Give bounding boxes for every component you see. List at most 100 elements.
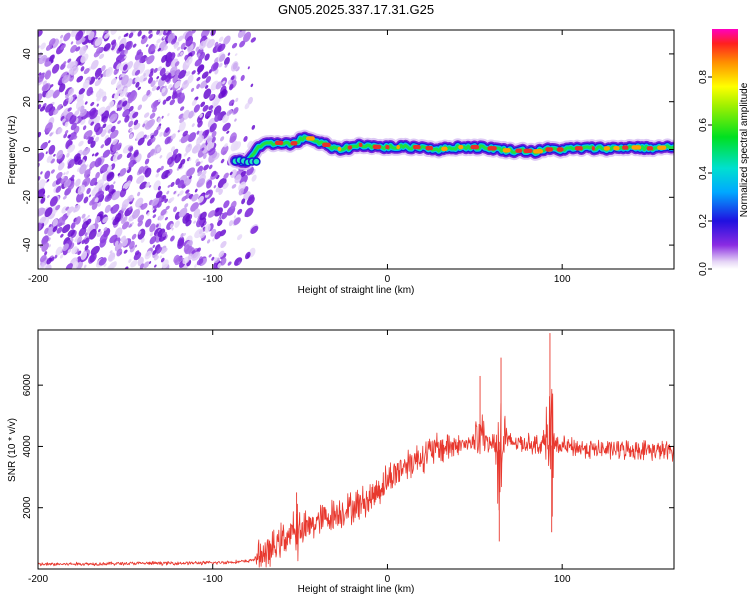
noise-blob: [67, 87, 75, 96]
noise-blob: [76, 192, 84, 203]
noise-blob: [177, 35, 184, 42]
noise-blob: [187, 132, 197, 143]
noise-blob: [61, 224, 71, 234]
snr-y-tick-label: 4000: [22, 435, 33, 458]
colorbar: 0.0 0.2 0.4 0.6 0.8 Normalized spectral ampl…: [698, 29, 750, 276]
noise-blob: [137, 104, 143, 111]
noise-blob: [230, 61, 239, 72]
noise-blob: [178, 207, 188, 218]
noise-blob: [131, 208, 141, 219]
noise-blob: [238, 261, 241, 265]
noise-blob: [180, 51, 184, 56]
noise-blob: [89, 252, 97, 263]
noise-blob: [174, 220, 180, 228]
noise-blob: [48, 140, 51, 144]
noise-blob: [226, 109, 233, 116]
noise-blob: [185, 189, 190, 194]
noise-blob: [143, 112, 150, 118]
noise-blob: [144, 250, 152, 260]
ridge-hotspot: [523, 148, 533, 154]
noise-blob: [141, 94, 149, 102]
noise-blob: [199, 40, 206, 50]
noise-blob: [150, 80, 156, 87]
noise-blob: [195, 139, 201, 145]
noise-blob: [62, 61, 67, 66]
noise-blob: [128, 120, 134, 128]
heatmap-x-tick-label: 0: [385, 274, 391, 285]
noise-blob: [205, 76, 212, 83]
noise-blob: [170, 181, 175, 187]
noise-blob: [98, 91, 104, 97]
noise-blob: [198, 195, 204, 203]
snr-x-tick-label: -100: [203, 574, 223, 585]
noise-blob: [128, 159, 136, 168]
noise-blob: [247, 66, 250, 70]
noise-blob: [96, 230, 102, 238]
noise-blob: [81, 213, 86, 219]
noise-blob: [82, 79, 90, 90]
noise-blob: [196, 130, 200, 135]
noise-blob: [61, 176, 65, 179]
noise-blob: [83, 135, 87, 140]
noise-blob: [237, 208, 243, 215]
noise-blob: [231, 103, 234, 106]
noise-blob: [88, 136, 91, 140]
noise-blob: [202, 153, 207, 159]
noise-blob: [224, 57, 230, 66]
noise-blob: [145, 181, 151, 188]
noise-blob: [211, 136, 216, 143]
ridge-start-dot: [252, 157, 261, 166]
noise-blob: [126, 152, 132, 159]
noise-blob: [218, 36, 224, 42]
noise-blob: [213, 257, 218, 262]
noise-blob: [217, 219, 223, 227]
noise-blob: [98, 53, 105, 59]
snr-x-tick-label: 100: [554, 574, 571, 585]
noise-blob: [98, 257, 107, 266]
ridge-hotspot: [425, 145, 434, 151]
noise-blob: [167, 172, 171, 176]
colorbar-tick-label: 0.8: [698, 70, 709, 84]
noise-blob: [40, 141, 49, 150]
noise-blob: [95, 46, 102, 55]
noise-blob: [193, 220, 197, 224]
noise-blob: [191, 251, 201, 261]
noise-blob: [186, 167, 196, 177]
snr-y-tick-label: 2000: [22, 496, 33, 519]
noise-blob: [174, 44, 179, 49]
ridge-hotspot: [603, 146, 611, 151]
noise-blob: [78, 227, 87, 237]
noise-blob: [155, 223, 159, 228]
noise-blob: [128, 258, 132, 264]
noise-blob: [195, 161, 201, 167]
colorbar-label: Normalized spectral amplitude: [739, 82, 750, 217]
noise-blob: [196, 76, 201, 82]
noise-blob: [234, 174, 242, 184]
noise-blob: [163, 45, 168, 51]
noise-blob: [86, 187, 91, 195]
noise-blob: [221, 80, 226, 85]
noise-blob: [153, 67, 158, 73]
noise-blob: [90, 101, 95, 107]
noise-blob: [80, 66, 85, 72]
noise-blob: [121, 221, 130, 230]
noise-blob: [41, 242, 49, 252]
noise-blob: [112, 143, 121, 152]
noise-blob: [155, 190, 163, 199]
noise-blob: [41, 262, 45, 268]
noise-blob: [164, 198, 168, 204]
noise-blob: [250, 225, 259, 234]
noise-blob: [112, 217, 120, 226]
noise-blob: [63, 133, 68, 139]
noise-blob: [180, 92, 185, 98]
noise-blob: [234, 53, 238, 56]
noise-blob: [76, 75, 84, 83]
noise-blob: [45, 57, 50, 63]
noise-blob: [150, 134, 155, 139]
noise-blob: [193, 208, 201, 219]
noise-blob: [103, 118, 108, 123]
noise-blob: [122, 100, 128, 107]
noise-blob: [60, 34, 64, 39]
noise-blob: [191, 193, 199, 202]
